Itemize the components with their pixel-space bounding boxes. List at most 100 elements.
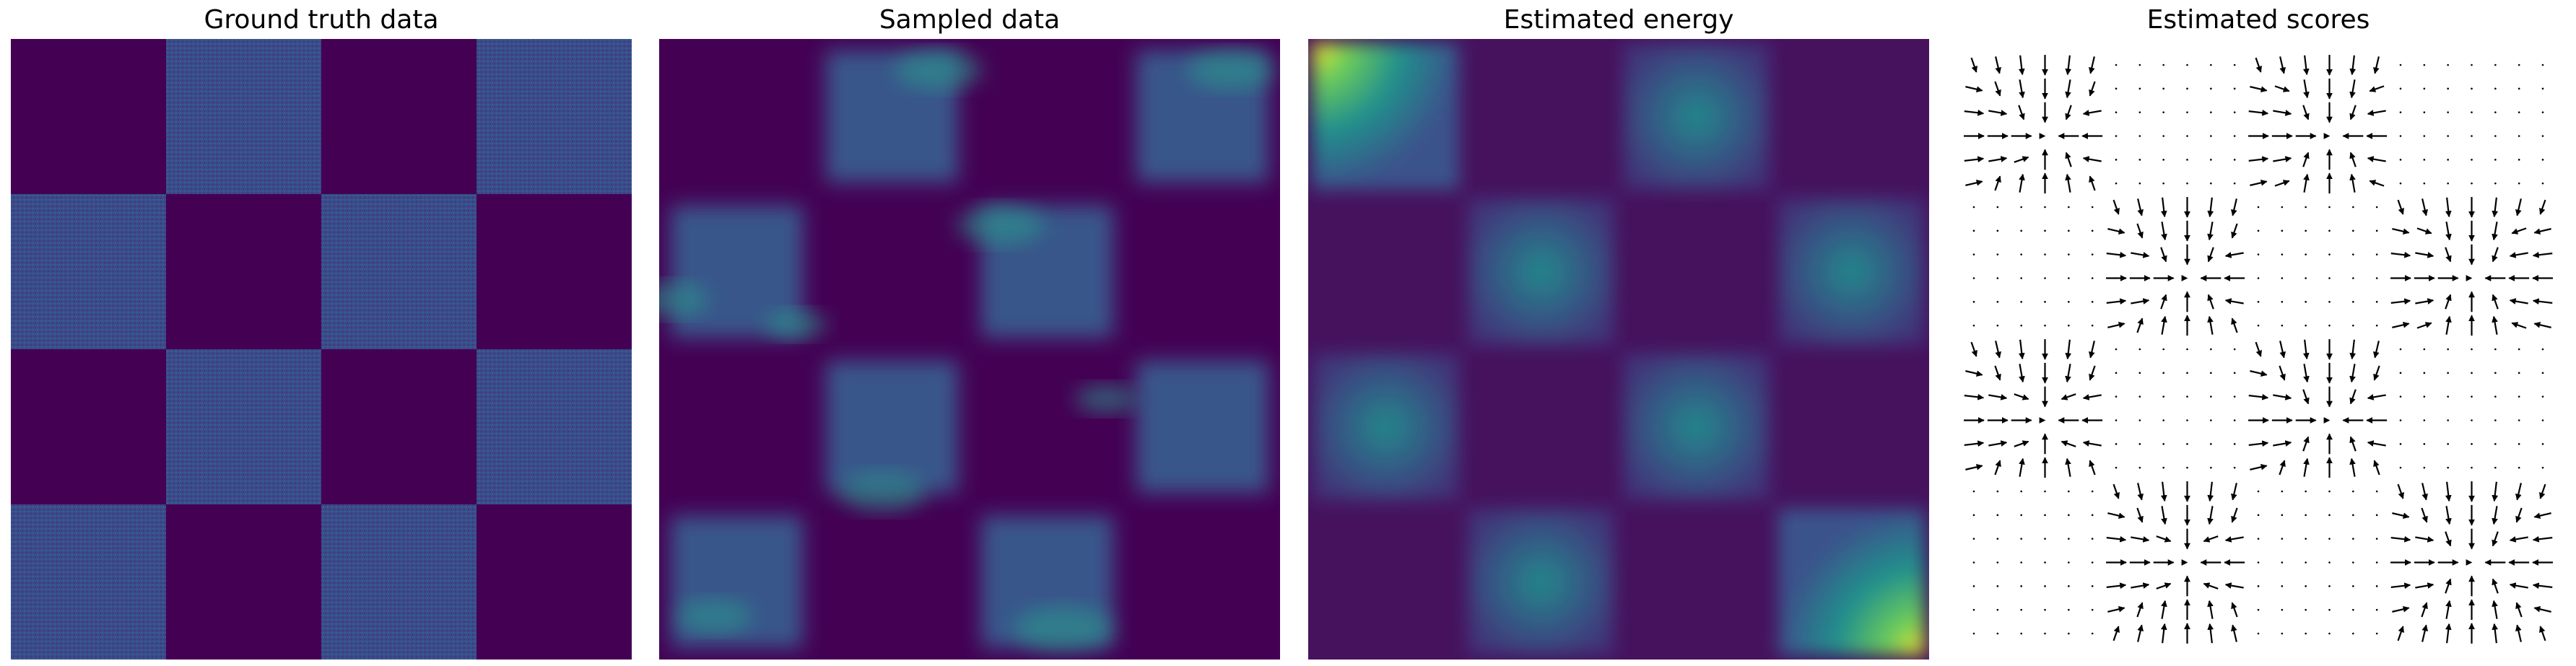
quiver-point — [1996, 206, 1999, 209]
quiver-arrow — [1965, 463, 1983, 470]
quiver-point — [2257, 490, 2260, 493]
quiver-point — [1996, 538, 1999, 540]
quiver-point — [2541, 466, 2544, 469]
quiver-point — [2305, 229, 2307, 232]
quiver-arrow — [2390, 251, 2411, 258]
quiver-point — [2375, 490, 2378, 493]
quiver-point — [2210, 348, 2212, 351]
quiver-point — [2281, 277, 2284, 279]
quiver-arrow — [1988, 156, 2008, 162]
quiver-point — [2281, 514, 2284, 517]
quiver-arrow — [2349, 364, 2356, 383]
quiver-arrow — [2492, 247, 2499, 263]
quiver-arrow — [2089, 460, 2096, 476]
ground-truth-plot — [11, 39, 632, 660]
quiver-point — [2138, 443, 2141, 445]
quiver-point — [2186, 372, 2188, 374]
quiver-point — [2399, 111, 2402, 113]
quiver-point — [2091, 514, 2094, 517]
quiver-arrow — [2107, 321, 2125, 328]
quiver-point — [2138, 111, 2141, 113]
quiver-point — [2518, 348, 2520, 351]
quiver-point — [2115, 135, 2118, 137]
quiver-point — [2447, 395, 2449, 398]
quiver-arrow — [2230, 483, 2237, 501]
heatmap-cell — [166, 504, 321, 660]
quiver-point — [1972, 632, 1975, 635]
quiver-point — [2257, 253, 2260, 255]
quiver-point — [2494, 372, 2497, 374]
quiver-point — [2352, 561, 2354, 564]
quiver-point — [2138, 466, 2141, 469]
quiver-point — [2115, 348, 2118, 351]
quiver-arrow — [2137, 624, 2144, 642]
quiver-arrow — [2136, 317, 2144, 333]
quiver-point — [2375, 632, 2378, 635]
quiver-point — [2186, 466, 2188, 469]
quiver-arrow — [2082, 440, 2102, 447]
quiver-arrow — [2065, 105, 2072, 121]
quiver-arrow — [2207, 197, 2214, 218]
heatmap-cell — [166, 39, 321, 194]
quiver-point — [2305, 514, 2307, 517]
quiver-point — [1996, 253, 1999, 255]
quiver-point — [2375, 301, 2378, 303]
quiver-point — [2423, 87, 2426, 90]
quiver-point — [1996, 514, 1999, 517]
quiver-point — [2233, 159, 2236, 161]
quiver-arrow — [2532, 298, 2553, 305]
quiver-point — [2328, 561, 2331, 564]
heatmap-cell — [321, 349, 477, 504]
quiver-point — [2494, 87, 2497, 90]
quiver-arrow — [2415, 298, 2434, 304]
quiver-point — [2091, 608, 2094, 611]
quiver-point — [2305, 585, 2307, 587]
quiver-point — [2068, 608, 2070, 611]
quiver-arrow — [2511, 227, 2527, 235]
quiver-point — [2068, 632, 2070, 635]
quiver-point — [2281, 538, 2284, 540]
quiver-arrow — [2415, 582, 2434, 589]
quiver-point — [2281, 561, 2284, 564]
quiver-point — [2352, 585, 2354, 587]
quiver-point — [2471, 372, 2473, 374]
quiver-point — [2541, 63, 2544, 66]
quiver-point — [2186, 135, 2188, 137]
quiver-point — [2162, 159, 2164, 161]
quiver-arrow — [2445, 197, 2452, 218]
quiver-point — [2091, 229, 2094, 232]
quiver-point — [2447, 443, 2449, 445]
quiver-point — [2305, 538, 2307, 540]
quiver-arrow — [2349, 339, 2357, 360]
heatmap-cell — [1778, 198, 1925, 345]
quiver-point — [2115, 159, 2118, 161]
quiver-point — [2020, 301, 2022, 303]
quiver-arrow — [2415, 536, 2434, 543]
quiver-arrow — [2349, 79, 2356, 99]
quiver-point — [2423, 466, 2426, 469]
chart-title: Sampled data — [879, 5, 1061, 35]
quiver-point — [2305, 253, 2307, 255]
quiver-point — [2352, 206, 2354, 209]
quiver-arrow — [2131, 536, 2150, 543]
quiver-arrow — [2156, 582, 2172, 590]
quiver-point — [2494, 419, 2497, 421]
quiver-arrow — [2160, 197, 2167, 218]
quiver-arrow — [2156, 535, 2172, 543]
quiver-point — [2044, 301, 2046, 303]
quiver-arrow — [2279, 341, 2286, 359]
quiver-point — [2020, 561, 2022, 564]
quiver-point — [2210, 87, 2212, 90]
quiver-arrow — [2421, 198, 2429, 216]
quiver-point — [2328, 585, 2331, 587]
sampled-plot — [659, 39, 1280, 660]
quiver-arrow — [2273, 394, 2292, 400]
quiver-point — [2138, 87, 2141, 90]
quiver-point — [2186, 443, 2188, 445]
quiver-point — [2328, 490, 2331, 493]
quiver-arrow — [2492, 506, 2498, 525]
quiver-arrow — [2089, 365, 2096, 381]
quiver-point — [1972, 229, 1975, 232]
quiver-arrow — [2445, 578, 2452, 594]
quiver-point — [2186, 87, 2188, 90]
